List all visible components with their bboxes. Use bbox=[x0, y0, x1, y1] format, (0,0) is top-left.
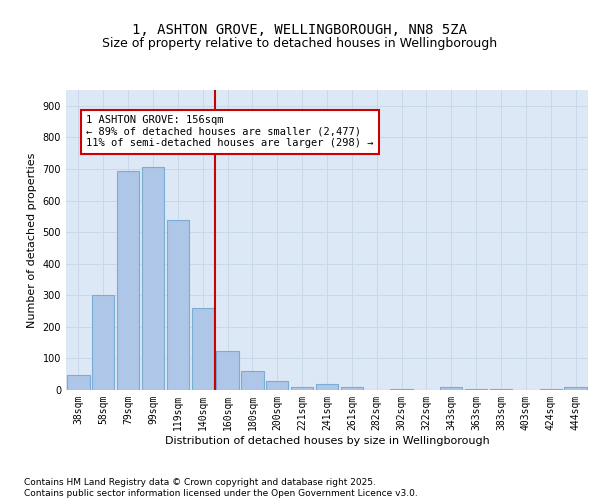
Text: 1 ASHTON GROVE: 156sqm
← 89% of detached houses are smaller (2,477)
11% of semi-: 1 ASHTON GROVE: 156sqm ← 89% of detached… bbox=[86, 116, 373, 148]
Bar bbox=[316, 384, 338, 390]
Bar bbox=[266, 381, 289, 390]
Text: 1, ASHTON GROVE, WELLINGBOROUGH, NN8 5ZA: 1, ASHTON GROVE, WELLINGBOROUGH, NN8 5ZA bbox=[133, 22, 467, 36]
Bar bbox=[191, 308, 214, 390]
Bar bbox=[341, 388, 363, 390]
Text: Size of property relative to detached houses in Wellingborough: Size of property relative to detached ho… bbox=[103, 38, 497, 51]
Bar bbox=[391, 388, 413, 390]
X-axis label: Distribution of detached houses by size in Wellingborough: Distribution of detached houses by size … bbox=[164, 436, 490, 446]
Text: Contains HM Land Registry data © Crown copyright and database right 2025.
Contai: Contains HM Land Registry data © Crown c… bbox=[24, 478, 418, 498]
Bar bbox=[117, 171, 139, 390]
Bar bbox=[167, 220, 189, 390]
Bar bbox=[241, 372, 263, 390]
Bar bbox=[291, 387, 313, 390]
Bar bbox=[217, 352, 239, 390]
Bar bbox=[440, 387, 463, 390]
Bar bbox=[67, 375, 89, 390]
Y-axis label: Number of detached properties: Number of detached properties bbox=[27, 152, 37, 328]
Bar bbox=[92, 296, 115, 390]
Bar bbox=[565, 388, 587, 390]
Bar bbox=[142, 167, 164, 390]
